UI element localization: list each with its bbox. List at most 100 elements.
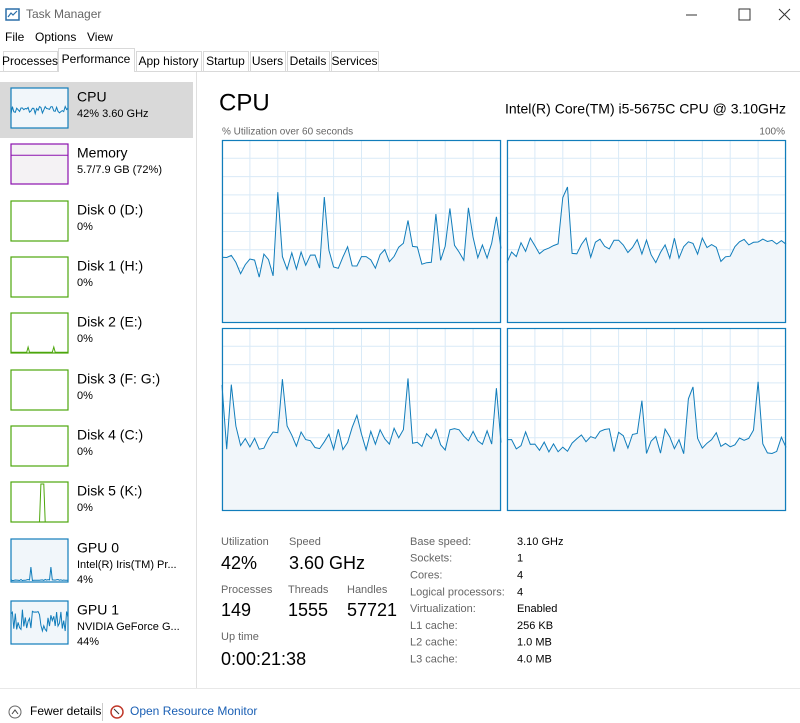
stat-label: Speed — [289, 536, 321, 548]
spec-value: Enabled — [517, 603, 557, 615]
thumbnail-line — [11, 483, 68, 523]
maximize-button[interactable] — [738, 8, 751, 21]
spec-label: L1 cache: — [410, 620, 458, 632]
stat-label: Handles — [347, 584, 388, 596]
thumbnail — [10, 600, 69, 645]
core-graph-line — [507, 381, 787, 455]
sidebar-item-name[interactable]: CPU — [77, 89, 107, 105]
thumbnail-line — [10, 566, 69, 582]
spec-value: 1.0 MB — [517, 637, 552, 649]
spec-label: Cores: — [410, 570, 442, 582]
sidebar-item-detail: 0% — [77, 390, 93, 402]
sidebar-item-name[interactable]: Memory — [77, 145, 128, 161]
fewer-details-link[interactable]: Fewer details — [30, 704, 101, 718]
sidebar-item-name[interactable]: GPU 0 — [77, 540, 119, 556]
stat-value: 42% — [221, 553, 257, 573]
core-graph-line — [506, 186, 787, 264]
sidebar-item-detail: 0% — [77, 277, 93, 289]
sidebar-item-detail: 0% — [77, 502, 93, 514]
tab[interactable] — [287, 51, 330, 72]
spec-label: L3 cache: — [410, 654, 458, 666]
sidebar-item-detail: 5.7/7.9 GB (72%) — [77, 164, 162, 176]
thumbnail — [10, 200, 69, 242]
tab-label[interactable]: App history — [138, 54, 198, 68]
close-button[interactable] — [778, 8, 791, 21]
spec-value: 1 — [517, 553, 523, 565]
graph-label: % Utilization over 60 seconds — [222, 127, 353, 138]
tab-label[interactable]: Performance — [62, 52, 131, 66]
tab[interactable] — [331, 51, 379, 72]
thumbnail — [10, 256, 69, 298]
sidebar-item-name[interactable]: Disk 1 (H:) — [77, 258, 143, 274]
window-title: Task Manager — [26, 7, 101, 21]
stat-label: Up time — [221, 631, 259, 643]
thumbnail-line — [11, 345, 68, 353]
menu-item[interactable]: View — [87, 30, 113, 44]
spec-label: Sockets: — [410, 553, 452, 565]
menu-item[interactable]: Options — [35, 30, 76, 44]
sidebar-item-detail: 0% — [77, 333, 93, 345]
sidebar-item-detail: Intel(R) Iris(TM) Pr... — [77, 559, 177, 571]
tab[interactable] — [136, 51, 202, 72]
tab[interactable] — [3, 51, 58, 72]
resource-monitor-link[interactable]: Open Resource Monitor — [130, 704, 257, 718]
sidebar-item-detail: 42% 3.60 GHz — [77, 108, 149, 120]
thumbnail — [10, 143, 69, 185]
core-graph-fill — [507, 381, 786, 511]
spec-label: Base speed: — [410, 536, 471, 548]
sidebar-item-detail: 4% — [77, 574, 93, 586]
spec-value: 3.10 GHz — [517, 536, 563, 548]
core-graph-border — [506, 327, 787, 512]
graph-max: 100% — [759, 127, 785, 138]
stat-label: Processes — [221, 584, 273, 596]
spec-label: Logical processors: — [410, 586, 505, 598]
spec-label: L2 cache: — [410, 637, 458, 649]
sidebar-item-detail: 0% — [77, 221, 93, 233]
core-graph-line — [221, 192, 502, 278]
fewer-chevron — [11, 709, 19, 715]
tab[interactable] — [203, 51, 249, 72]
stat-label: Threads — [288, 584, 329, 596]
tab-label[interactable]: Processes — [2, 54, 58, 68]
thumbnail — [10, 425, 69, 467]
stat-value: 1555 — [288, 600, 328, 620]
menu-item[interactable]: File — [5, 30, 25, 44]
fewer-icon[interactable] — [8, 705, 22, 719]
tab-label[interactable]: Startup — [206, 54, 245, 68]
sidebar-item-name[interactable]: Disk 5 (K:) — [77, 483, 142, 499]
sidebar-item-name[interactable]: Disk 3 (F: G:) — [77, 371, 160, 387]
tab-label[interactable]: Users — [252, 54, 283, 68]
spec-value: 4 — [517, 586, 523, 598]
stat-value: 3.60 GHz — [289, 553, 365, 573]
sidebar-item-name[interactable]: Disk 2 (E:) — [77, 314, 142, 330]
thumbnail-line — [10, 105, 69, 116]
spec-label: Virtualization: — [410, 603, 476, 615]
tab-label[interactable]: Details — [290, 54, 327, 68]
tab-label[interactable]: Services — [331, 54, 377, 68]
app-icon-line — [7, 10, 18, 18]
monitor-needle — [113, 708, 120, 715]
sidebar-item-name[interactable]: Disk 4 (C:) — [77, 427, 143, 443]
section-title: CPU — [219, 89, 270, 116]
app-icon — [5, 8, 20, 21]
tab[interactable] — [250, 51, 286, 72]
spec-value: 4 — [517, 570, 523, 582]
cpu-name: Intel(R) Core(TM) i5-5675C CPU @ 3.10GHz — [505, 101, 786, 117]
spec-value: 256 KB — [517, 620, 553, 632]
stat-value: 57721 — [347, 600, 397, 620]
thumbnail — [10, 312, 69, 354]
spec-value: 4.0 MB — [517, 654, 552, 666]
sidebar-item-name[interactable]: GPU 1 — [77, 602, 119, 618]
sidebar-item-detail: 44% — [77, 636, 99, 648]
sidebar-item-detail: 0% — [77, 446, 93, 458]
stat-label: Utilization — [221, 536, 269, 548]
core-graph-fill — [507, 187, 786, 323]
stat-value: 149 — [221, 600, 251, 620]
core-graph-line — [221, 378, 502, 452]
core-graph-border — [506, 139, 787, 324]
core-graph-fill — [222, 378, 501, 511]
sidebar-item-name[interactable]: Disk 0 (D:) — [77, 202, 143, 218]
thumbnail — [10, 369, 69, 411]
core-graph-border — [221, 327, 502, 512]
